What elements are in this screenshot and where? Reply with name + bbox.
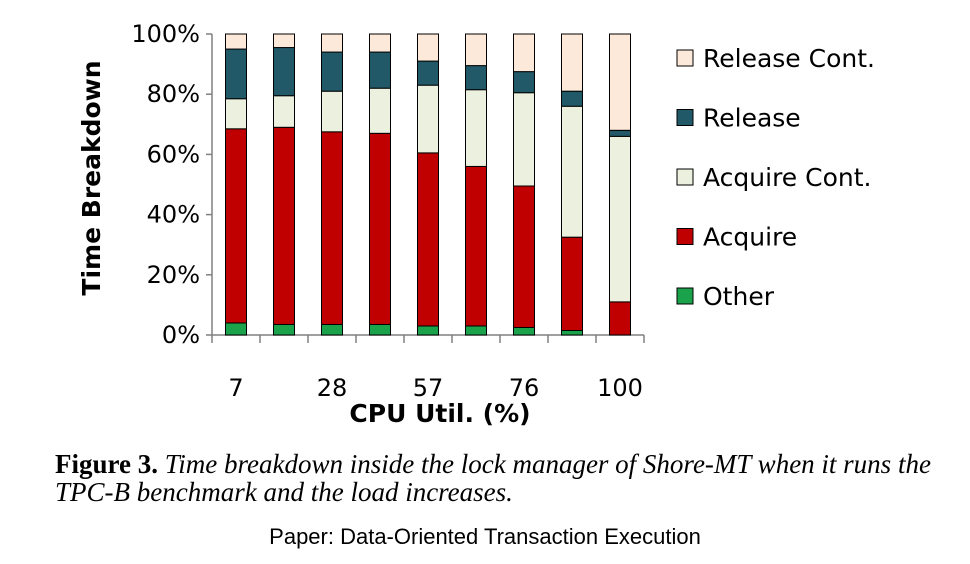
y-tick-label: 100% [131, 20, 200, 48]
bar-segment-acquire [513, 185, 535, 328]
bar-segment-acquire [417, 152, 439, 327]
source-line: Paper: Data-Oriented Transaction Executi… [269, 524, 701, 549]
bar-segment-other [417, 325, 439, 336]
bar-segment-other [321, 323, 343, 336]
bar-segment-other [225, 322, 247, 336]
caption-label: Figure 3. [55, 449, 158, 479]
bar-segment-acquire-cont [273, 95, 295, 128]
bar-segment-release-cont [321, 33, 343, 53]
y-tick-label: 20% [147, 261, 200, 289]
legend-swatch [676, 168, 694, 186]
bar-segment-release [417, 60, 439, 86]
bar-segment-release-cont [465, 33, 487, 67]
bar-segment-release-cont [225, 33, 247, 50]
bar-segment-other [273, 323, 295, 336]
bar-segment-release [273, 47, 295, 97]
y-tick-label: 0% [162, 321, 200, 349]
bar-segment-release [513, 71, 535, 94]
x-tick-label: 76 [509, 374, 540, 402]
bar-segment-acquire-cont [609, 135, 631, 303]
legend-label: Acquire Cont. [703, 163, 871, 192]
stacked-bar-chart: 0% 20% 40% 60% 80% 100% 7 28 57 76 100 CPU Util. … [77, 20, 875, 428]
bar-segment-release [465, 65, 487, 91]
bar-segment-acquire [369, 132, 391, 325]
legend-swatch [676, 109, 694, 126]
plot-area [211, 33, 644, 336]
legend-label: Acquire [703, 223, 797, 252]
bar-segment-acquire [321, 131, 343, 325]
bar-segment-acquire-cont [369, 87, 391, 134]
bar-segment-release [225, 48, 247, 100]
bar-segment-acquire [561, 236, 583, 331]
x-axis-title: CPU Util. (%) [349, 399, 530, 428]
bar-segment-release [321, 51, 343, 92]
x-axis-ticks: 7 28 57 76 100 [211, 335, 645, 402]
bar-segment-acquire-cont [321, 90, 343, 133]
x-tick-label: 57 [413, 374, 444, 402]
legend-label: Release [703, 104, 801, 133]
bar-segment-acquire [465, 165, 487, 327]
y-tick-label: 40% [147, 201, 200, 229]
bar-segment-release-cont [273, 33, 295, 49]
bar-segment-acquire [225, 128, 247, 324]
y-axis-title: Time Breakdown [77, 60, 106, 295]
bar-segment-release-cont [609, 33, 631, 131]
bar-segment-acquire [273, 126, 295, 325]
legend: Release Cont. Release Acquire Cont. Acquire… [676, 44, 875, 311]
legend-swatch [676, 287, 694, 305]
bar-segment-acquire-cont [225, 98, 247, 130]
bar-segment-release-cont [417, 33, 439, 62]
bar-segment-acquire [609, 301, 631, 336]
bar-segment-release [609, 129, 631, 137]
y-tick-label: 80% [147, 80, 200, 108]
y-axis-ticks: 0% 20% 40% 60% 80% 100% [131, 20, 212, 349]
bar-segment-release-cont [369, 33, 391, 53]
x-tick-label: 100 [597, 374, 643, 402]
bar-segment-other [513, 326, 535, 336]
legend-label: Other [703, 282, 775, 311]
caption-text: Time breakdown inside the lock manager o… [55, 449, 931, 507]
figure-caption: Figure 3. Time breakdown inside the lock… [55, 450, 955, 506]
bar-segment-acquire-cont [513, 92, 535, 187]
legend-label: Release Cont. [703, 44, 875, 73]
bar-segment-release-cont [561, 33, 583, 92]
bar-segment-other [561, 329, 583, 336]
legend-swatch [676, 228, 694, 245]
bar-segment-acquire-cont [465, 89, 487, 167]
y-tick-label: 60% [147, 140, 200, 168]
x-tick-label: 28 [317, 374, 348, 402]
bar-segment-release [561, 90, 583, 107]
x-tick-label: 7 [228, 374, 243, 402]
bar-segment-release [369, 51, 391, 89]
bar-segment-acquire-cont [561, 105, 583, 238]
bar-segment-other [465, 325, 487, 336]
bar-segment-release-cont [513, 33, 535, 73]
legend-swatch [676, 49, 694, 67]
bar-segment-other [369, 323, 391, 336]
bar-segment-acquire-cont [417, 84, 439, 154]
